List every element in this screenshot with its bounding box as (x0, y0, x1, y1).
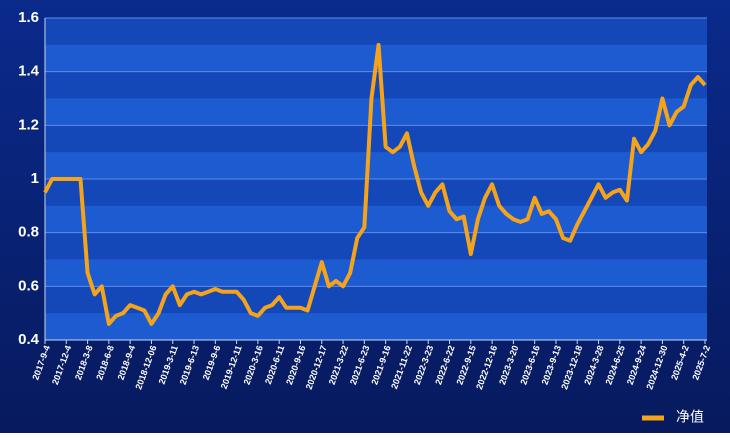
band (45, 205, 707, 233)
band (45, 98, 707, 126)
y-tick-label: 1.4 (18, 63, 40, 80)
y-tick-label: 1.6 (18, 9, 39, 26)
series-line (43, 42, 707, 326)
y-tick-label: 0.4 (18, 331, 40, 348)
y-tick-label: 0.8 (18, 224, 39, 241)
legend-label: 净值 (676, 409, 704, 425)
band (45, 259, 707, 287)
band (45, 152, 707, 179)
y-tick-label: 0.6 (18, 277, 39, 294)
y-tick-label: 1 (31, 170, 39, 187)
band (45, 313, 707, 340)
y-tick-label: 1.2 (18, 116, 39, 133)
